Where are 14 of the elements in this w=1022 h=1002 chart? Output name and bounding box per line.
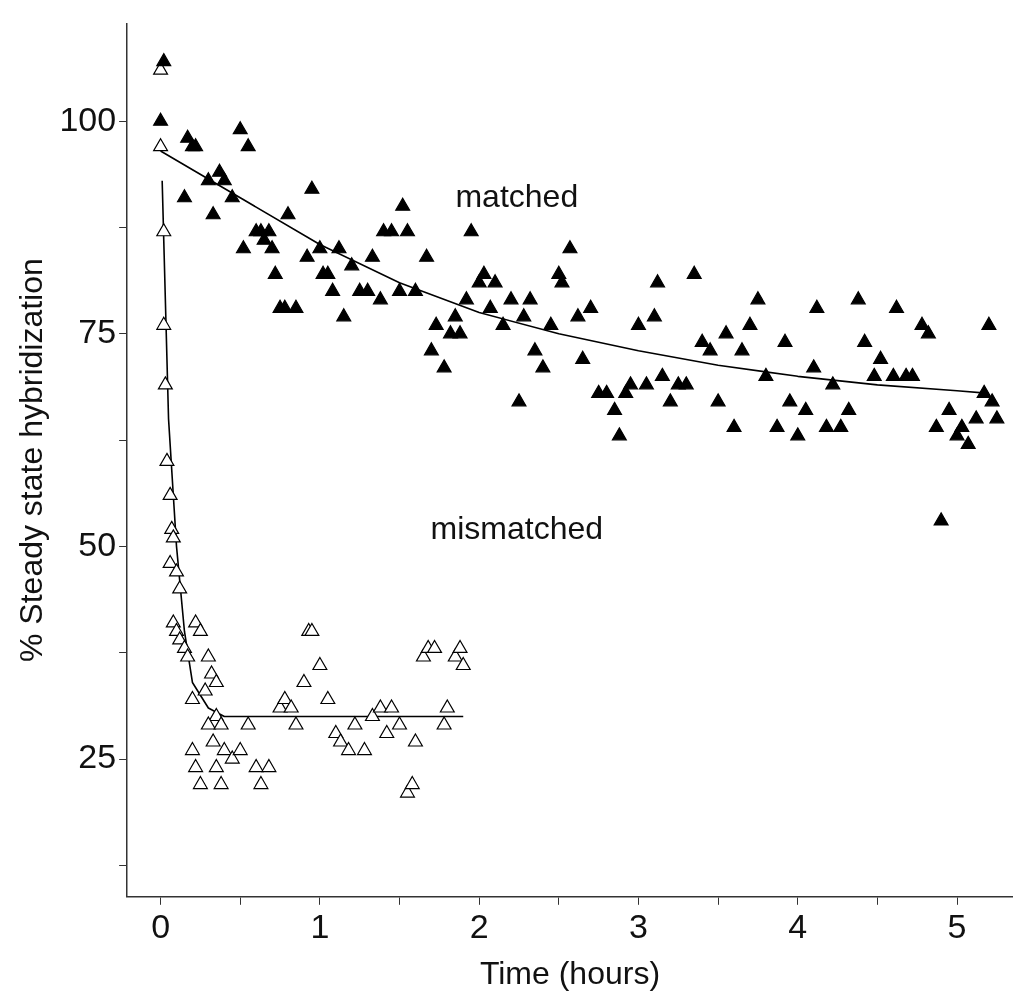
x-tick-label: 5 (947, 906, 967, 945)
annotation: matched (455, 177, 579, 214)
x-tick-label: 0 (151, 906, 171, 945)
x-tick-label: 4 (788, 906, 808, 945)
y-tick-label: 100 (59, 99, 117, 138)
y-tick-label: 75 (78, 312, 117, 351)
x-axis-title: Time (hours) (479, 954, 661, 991)
y-axis-title: % Steady state hybridization (13, 258, 50, 662)
y-tick-label: 25 (78, 737, 117, 776)
y-tick-label: 50 (78, 524, 117, 563)
x-tick-label: 3 (629, 906, 648, 945)
annotation: mismatched (430, 509, 604, 546)
x-tick-label: 1 (310, 906, 330, 945)
x-tick-label: 2 (469, 906, 489, 945)
